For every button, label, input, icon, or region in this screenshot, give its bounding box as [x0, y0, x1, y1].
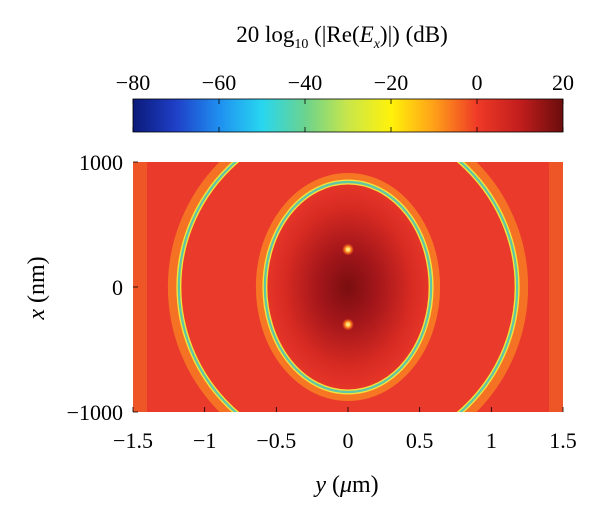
colorbar-title: 20 log10 (|Re(Ex)|) (dB) — [236, 22, 448, 52]
x-axis-label-mu: μ — [339, 472, 352, 498]
colorbar-title-close: )|) (dB) — [380, 22, 448, 47]
x-tick-label: −1.5 — [113, 428, 153, 453]
colorbar-tick-label: 20 — [552, 70, 574, 95]
x-tick-label: 1 — [486, 428, 497, 453]
x-axis-label-unit: m) — [352, 472, 379, 498]
colorbar-title-subscript: 10 — [294, 37, 308, 52]
outer-null-arc — [177, 162, 519, 412]
heatmap-plot — [133, 162, 563, 412]
y-axis-ticks: −1000 0 1000 — [67, 150, 138, 425]
x-axis-label-var: y — [313, 472, 326, 498]
y-tick-label: 1000 — [79, 150, 123, 175]
colorbar-title-prefix: 20 log — [236, 22, 295, 47]
inner-null-ring — [263, 180, 433, 394]
inner-null-halo — [255, 173, 441, 401]
colorbar-title-var: E — [359, 22, 374, 47]
hot-spot — [346, 322, 350, 327]
colorbar-tick-label: 0 — [472, 70, 483, 95]
x-tick-label: −1 — [193, 428, 216, 453]
field-map — [133, 162, 563, 412]
outer-null-halo — [167, 162, 529, 412]
y-axis-label-rest: (nm) — [24, 256, 50, 309]
colorbar-gradient-bar — [132, 98, 564, 133]
colorbar: −80 −60 −40 −20 0 20 — [116, 70, 574, 133]
colorbar-ticks: −80 −60 −40 −20 0 20 — [116, 70, 574, 132]
y-axis-label: x (nm) — [24, 256, 50, 320]
edge-glow-left — [133, 162, 147, 412]
x-tick-label: 0 — [343, 428, 354, 453]
x-tick-label: 1.5 — [549, 428, 577, 453]
y-tick-label: −1000 — [67, 400, 123, 425]
x-tick-label: 0.5 — [406, 428, 434, 453]
x-axis-ticks: −1.5 −1 −0.5 0 0.5 1 1.5 — [113, 407, 577, 453]
x-axis-label: y (μm) — [313, 472, 378, 498]
hot-spot — [346, 247, 350, 252]
y-axis-label-var: x — [24, 309, 50, 321]
y-tick-label: 0 — [112, 275, 123, 300]
colorbar-tick-label: −80 — [116, 70, 150, 95]
colorbar-tick-label: −40 — [288, 70, 322, 95]
colorbar-tick-label: −20 — [374, 70, 408, 95]
colorbar-title-open: (|Re( — [308, 22, 359, 47]
inner-core — [264, 182, 432, 392]
edge-glow-right — [549, 162, 563, 412]
colorbar-title-var-sub: x — [373, 37, 381, 52]
x-axis-label-rest: ( — [326, 472, 340, 498]
x-tick-label: −0.5 — [256, 428, 296, 453]
colorbar-tick-label: −60 — [202, 70, 236, 95]
